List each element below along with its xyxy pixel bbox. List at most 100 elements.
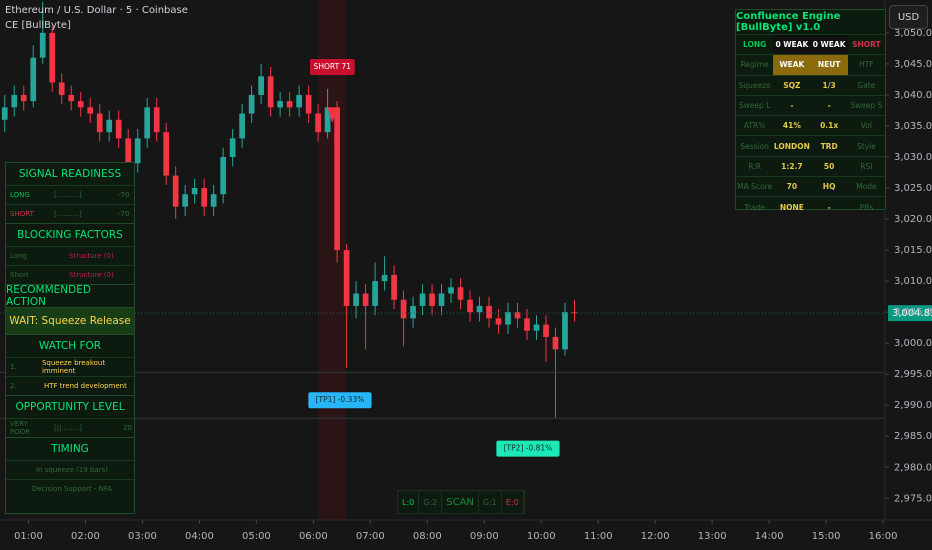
scan-item: L:0: [398, 491, 420, 513]
y-tick-label: 3,015.00: [894, 245, 932, 256]
table-row: LONG 0 WEAK 0 WEAK SHORT: [736, 34, 885, 55]
candle-body: [96, 113, 103, 133]
currency-button[interactable]: USD: [889, 5, 928, 29]
candle-body: [1, 107, 8, 120]
index: 2.: [10, 382, 17, 390]
candle-body: [505, 312, 511, 325]
candle-body: [125, 138, 132, 164]
candle-body: [391, 274, 397, 300]
indicator-name: CE [BullByte]: [5, 20, 71, 31]
table-cell: Trade: [744, 202, 765, 212]
table-row: ATR% 41% 0.1x Vol: [736, 115, 885, 135]
bar: [..........]: [54, 191, 82, 199]
score: -70: [118, 210, 130, 218]
table-cell: Squeeze: [738, 80, 771, 90]
value: Structure (0): [69, 271, 114, 279]
candle-body: [39, 32, 46, 58]
table-cell: NEUT: [810, 55, 848, 75]
bar: [..........]: [54, 210, 82, 218]
label: LONG: [10, 191, 30, 199]
grid: [27, 32, 889, 524]
candle-body: [115, 119, 122, 139]
table-cell: MA Score: [737, 182, 773, 192]
y-tick-label: 2,990.00: [894, 400, 932, 411]
row: Short Structure (0): [6, 265, 134, 284]
candle-body: [543, 324, 549, 337]
candle-body: [87, 107, 94, 114]
action: WAIT: Squeeze Release: [6, 307, 134, 334]
x-tick-label: 07:00: [356, 531, 385, 542]
table-cell: 0 WEAK: [773, 35, 811, 55]
candle-body: [562, 312, 568, 350]
table-cell: -: [790, 101, 794, 111]
table-cell: 41%: [782, 121, 801, 131]
item: HTF trend development: [44, 382, 127, 390]
scan-item: E:0: [502, 491, 524, 513]
candle-body: [191, 188, 198, 195]
table-cell: ATR%: [743, 121, 766, 131]
score: -70: [118, 191, 130, 199]
candle-body: [134, 138, 141, 164]
candle-body: [210, 194, 217, 207]
y-tick-label: 3,035.00: [894, 121, 932, 132]
x-tick-label: 13:00: [698, 531, 727, 542]
row: SHORT [..........] -70: [6, 204, 134, 223]
candle-body: [144, 107, 151, 139]
annotation-label: [TP1] -0.33%: [316, 395, 365, 404]
table-cell: Vol: [860, 121, 872, 131]
label: Long: [10, 252, 27, 260]
candle-body: [448, 287, 454, 294]
table-cell: TRD: [820, 141, 838, 151]
candle-body: [220, 156, 226, 195]
candle-body: [552, 336, 559, 350]
item: Squeeze breakout imminent: [41, 359, 106, 375]
scan-item: G:1: [479, 491, 502, 513]
candle-body: [258, 76, 264, 95]
y-tick-label: 3,045.00: [894, 59, 932, 70]
candle-body: [20, 94, 27, 102]
x-tick-label: 01:00: [14, 531, 43, 542]
short-arrow: [327, 107, 338, 123]
value: Structure (0): [69, 252, 114, 260]
candle-body: [68, 94, 75, 102]
score: 20: [123, 424, 132, 432]
candle-body: [30, 57, 37, 102]
table-cell: HQ: [822, 182, 836, 192]
y-tick-label: 3,040.00: [894, 90, 932, 101]
candle-body: [476, 305, 483, 313]
candle-body: [343, 250, 350, 306]
signal-zone: [318, 0, 346, 520]
candle-body: [571, 312, 578, 314]
table-cell: R:R: [748, 161, 761, 171]
candle-body: [486, 305, 492, 319]
scan-item: SCAN: [442, 491, 479, 513]
candle-body: [438, 293, 445, 306]
row: 1. Squeeze breakout imminent: [6, 357, 134, 376]
y-tick-label: 2,975.00: [894, 493, 932, 504]
candle-body: [467, 299, 473, 313]
label: VERY POOR: [10, 420, 31, 436]
section-title: TIMING: [6, 437, 134, 460]
table-cell: -: [827, 101, 831, 111]
y-tick-label: 2,980.00: [894, 462, 932, 473]
y-tick-label: 3,030.00: [894, 152, 932, 163]
candle-body: [239, 113, 245, 139]
annotations: 3,004.83 SHORT 71 [TP1] -0.33% [TP2] -0.81%: [0, 59, 932, 457]
table-cell: LONDON: [773, 141, 810, 151]
table-cell: Session: [740, 141, 769, 151]
x-tick-label: 08:00: [413, 531, 442, 542]
table-cell: Sweep L: [738, 101, 771, 111]
candle-body: [457, 287, 464, 300]
label: Short: [10, 271, 29, 279]
confluence-title: Confluence Engine [BullByte] v1.0: [736, 11, 841, 33]
row: LONG [..........] -70: [6, 185, 134, 204]
y-tick-label: 3,000.00: [894, 338, 932, 349]
x-tick-label: 14:00: [755, 531, 784, 542]
candle-body: [419, 293, 426, 306]
table-cell: 1/3: [822, 80, 836, 90]
bar: [||........]: [54, 424, 82, 432]
candle-body: [153, 107, 160, 133]
label: SHORT: [10, 210, 34, 218]
index: 1.: [10, 363, 17, 371]
candle-body: [362, 293, 369, 306]
